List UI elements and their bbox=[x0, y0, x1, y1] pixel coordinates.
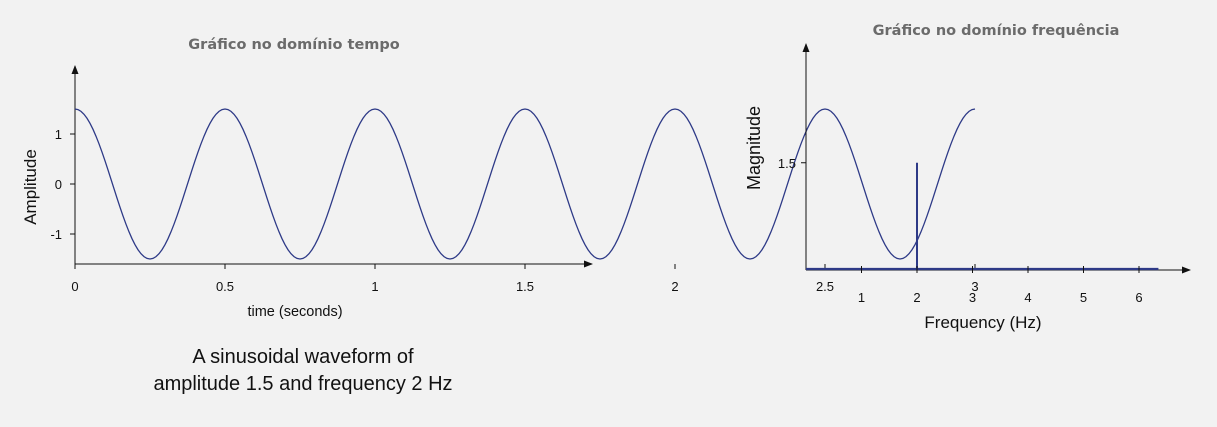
freq-y-ticks: 1.5 bbox=[778, 156, 806, 171]
time-y-tick-label: 1 bbox=[55, 127, 62, 142]
time-y-tick-label: -1 bbox=[50, 227, 62, 242]
freq-x-ticks: 1 2 3 4 5 6 bbox=[858, 266, 1143, 305]
time-x-tick-label: 2.5 bbox=[816, 279, 834, 294]
time-x-tick-label: 1.5 bbox=[516, 279, 534, 294]
time-chart-title: Gráfico no domínio tempo bbox=[188, 37, 399, 53]
caption-line-1: A sinusoidal waveform of bbox=[75, 344, 531, 371]
freq-x-tick-label: 4 bbox=[1024, 290, 1031, 305]
freq-y-axis-label: Magnitude bbox=[744, 106, 764, 190]
caption-line-2: amplitude 1.5 and frequency 2 Hz bbox=[75, 371, 531, 398]
frequency-domain-chart: Gráfico no domínio frequência 1 2 3 4 5 6 1.5… bbox=[744, 23, 1190, 332]
figure-caption: A sinusoidal waveform of amplitude 1.5 a… bbox=[75, 344, 531, 398]
time-x-axis-label: time (seconds) bbox=[247, 304, 342, 320]
time-y-ticks: -1 0 1 bbox=[50, 127, 75, 242]
freq-x-tick-label: 5 bbox=[1080, 290, 1087, 305]
freq-x-tick-label: 1 bbox=[858, 290, 865, 305]
time-signal-line bbox=[75, 109, 975, 259]
time-x-tick-label: 0 bbox=[71, 279, 78, 294]
freq-y-tick-label: 1.5 bbox=[778, 156, 796, 171]
time-x-tick-label: 1 bbox=[371, 279, 378, 294]
freq-x-tick-label: 2 bbox=[913, 290, 920, 305]
time-y-axis-label: Amplitude bbox=[21, 149, 40, 225]
freq-x-tick-label: 6 bbox=[1135, 290, 1142, 305]
freq-chart-title: Gráfico no domínio frequência bbox=[873, 23, 1120, 39]
freq-x-axis-label: Frequency (Hz) bbox=[924, 313, 1041, 332]
time-x-tick-label: 2 bbox=[671, 279, 678, 294]
time-x-tick-label: 0.5 bbox=[216, 279, 234, 294]
freq-x-tick-label: 3 bbox=[969, 290, 976, 305]
time-domain-chart: Gráfico no domínio tempo 0 0.5 1 1.5 2 2.5 3 -… bbox=[21, 37, 979, 320]
time-y-tick-label: 0 bbox=[55, 177, 62, 192]
